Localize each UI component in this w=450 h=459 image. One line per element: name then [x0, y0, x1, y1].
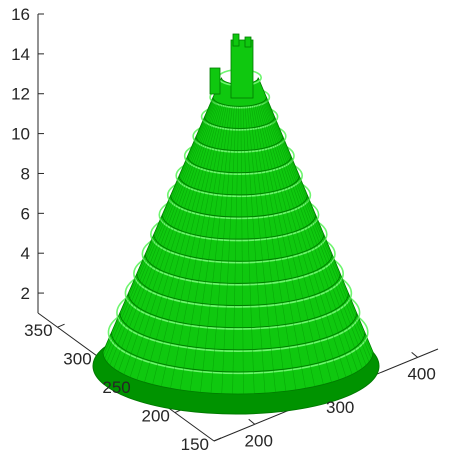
surface-streak	[265, 99, 370, 363]
surface-streak	[189, 105, 231, 392]
surface-streak	[259, 103, 340, 380]
surface-streak	[104, 98, 214, 359]
surface-streak	[264, 99, 367, 366]
y-tick-label: 200	[142, 407, 170, 426]
x-tick-mark	[248, 418, 256, 425]
surface-streak	[266, 97, 373, 356]
surface-streak	[232, 106, 239, 394]
surface-peak-spike	[244, 36, 252, 48]
surface-streak	[266, 97, 374, 353]
surface-streak	[123, 101, 218, 375]
y-tick-label: 150	[181, 435, 209, 454]
surface-streak	[244, 106, 266, 394]
surface-streak	[113, 100, 216, 369]
x-tick-label: 200	[245, 431, 273, 450]
x-tick-label: 300	[326, 398, 354, 417]
surface-streak	[179, 105, 229, 390]
surface-streak	[256, 104, 324, 385]
surface-streak	[250, 105, 297, 390]
surface-streak	[260, 102, 347, 378]
x-tick-label: 400	[407, 364, 435, 383]
z-tick-label: 8	[21, 164, 30, 183]
surface-peak-spike	[232, 33, 240, 47]
surface-streak	[221, 106, 237, 394]
surface-streak	[261, 101, 353, 375]
surface-streak	[248, 105, 287, 392]
z-tick-label: 6	[21, 204, 30, 223]
surface-streak	[136, 103, 221, 380]
y-tick-label: 300	[63, 350, 91, 369]
surface-streak	[252, 104, 306, 389]
cone-surface	[92, 33, 380, 415]
y-tick-mark	[57, 323, 65, 328]
z-tick-label: 10	[11, 125, 30, 144]
surface-streak	[242, 106, 255, 394]
y-tick-label: 250	[102, 378, 130, 397]
surface-streak	[254, 104, 315, 387]
surface-streak	[263, 100, 363, 369]
z-tick-label: 14	[11, 45, 30, 64]
surface-streak	[152, 104, 224, 385]
surface-streak	[170, 104, 227, 389]
x-tick-mark	[411, 351, 418, 358]
surface-streak	[144, 103, 222, 383]
surface-streak	[129, 102, 219, 378]
tick-labels: 2 4 6 8 10 12 14 16 150 200 250 300 350 200 300 400	[11, 5, 436, 454]
z-tick-label: 4	[21, 244, 30, 263]
surface-streak	[210, 106, 235, 394]
surface-streak	[102, 97, 214, 353]
surface-streak	[263, 101, 358, 372]
surface-peak	[230, 39, 254, 99]
surface-streak	[103, 97, 214, 356]
surface-streak	[200, 105, 233, 393]
surface-streak	[257, 103, 332, 383]
surface-streak	[240, 106, 244, 394]
surface-streak	[106, 99, 215, 363]
surface-streak	[246, 105, 276, 393]
surface-streak	[161, 104, 225, 387]
z-tick-label: 2	[21, 284, 30, 303]
surface-streak	[265, 98, 372, 359]
surface-streak	[109, 99, 215, 366]
y-tick-label: 350	[24, 321, 52, 340]
z-tick-label: 16	[11, 5, 30, 24]
z-tick-label: 12	[11, 85, 30, 104]
surface-side-spike	[209, 67, 221, 95]
surface-streak	[118, 101, 217, 372]
